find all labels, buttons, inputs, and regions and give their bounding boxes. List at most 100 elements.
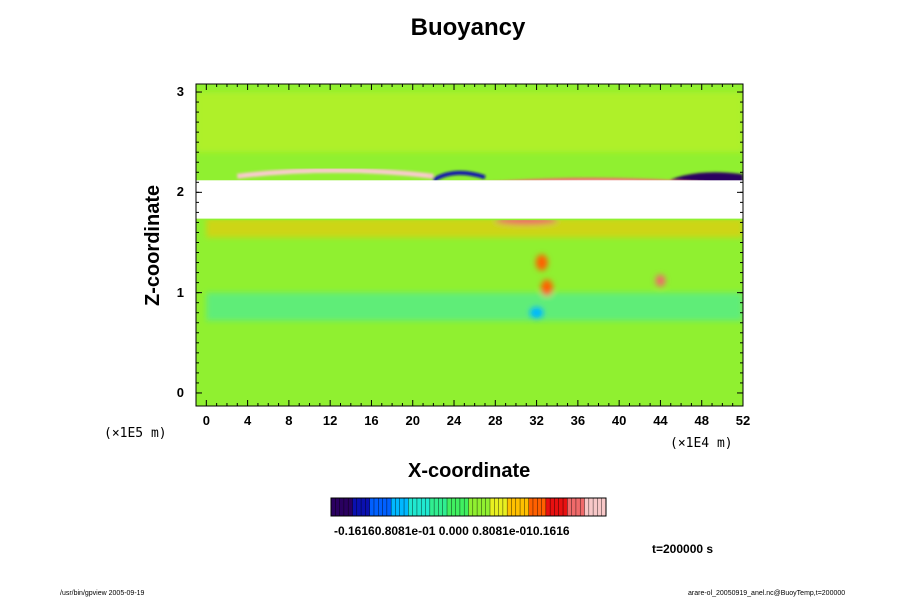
colorbar-cell [515, 498, 521, 516]
x-tick-label: 44 [653, 413, 668, 428]
colorbar-cell [567, 498, 573, 516]
x-tick-label: 12 [322, 413, 338, 428]
y-tick-label: 0 [176, 384, 184, 400]
cyan-blob [529, 306, 544, 319]
x-tick-label: 16 [364, 413, 379, 428]
x-axis-label: X-coordinate [408, 460, 531, 482]
colorbar-cell [373, 498, 379, 516]
y-tick-label: 3 [176, 84, 184, 100]
colorbar-cell [447, 498, 452, 516]
colorbar-cell [382, 498, 388, 516]
colorbar-cell [494, 498, 500, 516]
chart-title: Buoyancy [410, 14, 526, 41]
field-smooth-layer [196, 92, 743, 321]
upper-layer [196, 92, 743, 153]
orange-blob [535, 254, 548, 271]
colorbar-cell [485, 498, 491, 516]
colorbar-cell [554, 498, 560, 516]
colorbar-cell [442, 498, 448, 516]
colorbar-cell [489, 498, 495, 516]
colorbar-cell [425, 498, 431, 516]
colorbar-cell [520, 498, 525, 516]
colorbar-cell [502, 498, 508, 516]
colorbar-cell [365, 498, 371, 516]
orange-layer [206, 218, 743, 238]
colorbar-cell [511, 498, 517, 516]
colorbar-cell [575, 498, 581, 516]
colorbar-cell [528, 498, 534, 516]
colorbar-cell [593, 498, 598, 516]
colorbar-cell [545, 498, 551, 516]
colorbar-cell [416, 498, 422, 516]
undefined-band [196, 180, 743, 220]
colorbar-cell [550, 498, 555, 516]
colorbar-cell [563, 498, 568, 516]
colorbar-cell [434, 498, 439, 516]
axis-ticks [196, 84, 744, 406]
colorbar-cell [459, 498, 465, 516]
colorbar-cell [429, 498, 435, 516]
colorbar-cell [395, 498, 401, 516]
colorbar-cell [356, 498, 362, 516]
colorbar-cell [386, 498, 392, 516]
colorbar-labels: -0.16160.8081e-01 0.000 0.8081e-010.1616 [334, 524, 570, 538]
cyan-layer [206, 292, 743, 321]
colorbar-cell [404, 498, 409, 516]
colorbar-cell [588, 498, 594, 516]
x-tick-label: 40 [611, 413, 627, 428]
x-tick-label: 4 [243, 413, 252, 428]
x-unit-label: (×1E4 m) [670, 436, 733, 451]
colorbar-cell [468, 498, 474, 516]
y-tick-label: 2 [176, 184, 184, 200]
colorbar-cell [472, 498, 478, 516]
colorbar-cell [532, 498, 538, 516]
x-tick-label: 24 [446, 413, 462, 428]
crest-highlight [243, 170, 428, 177]
x-tick-label: 32 [529, 413, 544, 428]
colorbar-cell [584, 498, 590, 516]
x-tick-label: 28 [488, 413, 503, 428]
footer-left: /usr/bin/gpview 2005-09-19 [60, 590, 145, 597]
colorbar-cell [580, 498, 586, 516]
orange-blob [540, 279, 553, 296]
colorbar-cell [455, 498, 461, 516]
colorbar-cell [378, 498, 384, 516]
colorbar-cell [507, 498, 512, 516]
colorbar-cell [408, 498, 414, 516]
colorbar-cell [601, 498, 607, 516]
blue-edge [432, 171, 486, 183]
colorbar-cell [481, 498, 487, 516]
colorbar-cell [597, 498, 603, 516]
heatmap-field [196, 84, 743, 406]
colorbar-cell [464, 498, 469, 516]
colorbar-cell [541, 498, 547, 516]
colorbar-cell [335, 498, 341, 516]
colorbar-cell [391, 498, 396, 516]
colorbar-cell [352, 498, 358, 516]
colorbar-cell [571, 498, 577, 516]
colorbar-cell [369, 498, 375, 516]
x-tick-label: 20 [405, 413, 420, 428]
colorbar-cell [412, 498, 418, 516]
colorbar-cell [537, 498, 543, 516]
x-tick-label: 0 [202, 413, 210, 428]
colorbar-cell [339, 498, 345, 516]
x-tick-label: 52 [735, 413, 751, 428]
colorbar-cell [348, 498, 353, 516]
colorbar-cell [331, 498, 336, 516]
colorbar-cell [421, 498, 427, 516]
colorbar [330, 497, 607, 517]
colorbar-cell [477, 498, 482, 516]
y-unit-label: (×1E5 m) [104, 426, 167, 441]
colorbar-cell [558, 498, 564, 516]
colorbar-cell [524, 498, 530, 516]
colorbar-cell [498, 498, 504, 516]
red-blob [655, 274, 666, 287]
y-tick-label: 1 [176, 284, 184, 300]
colorbar-frame [330, 497, 607, 517]
colorbar-cell [451, 498, 457, 516]
x-tick-label: 36 [570, 413, 586, 428]
x-tick-label: 48 [694, 413, 709, 428]
y-axis-label: Z-coordinate [142, 184, 164, 306]
